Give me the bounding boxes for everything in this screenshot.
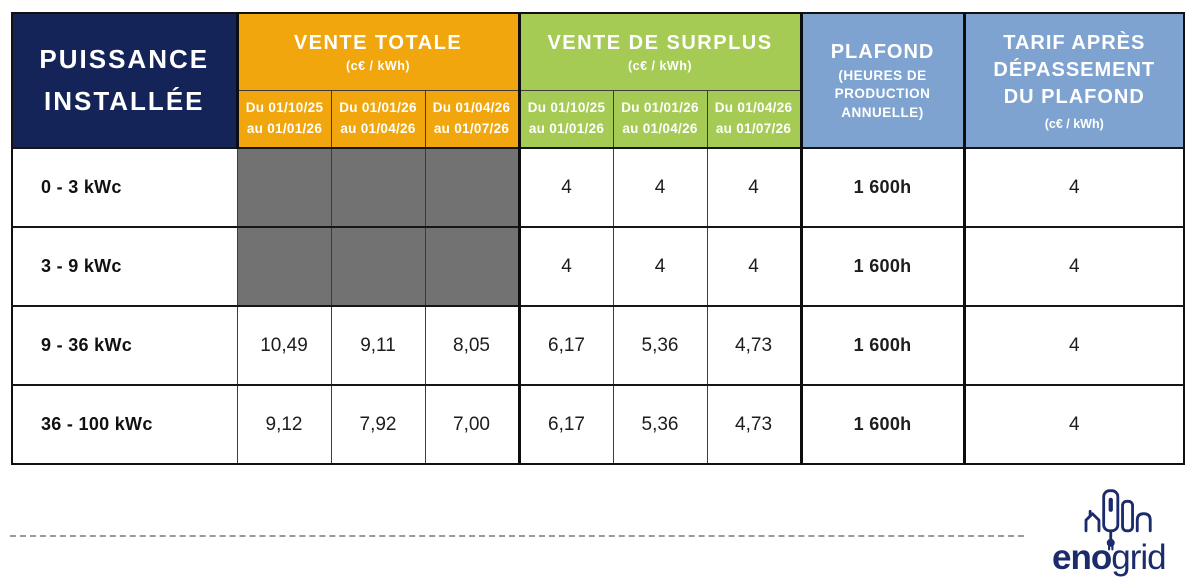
surplus-value: 4,73 bbox=[706, 384, 802, 465]
table-row: 36 - 100 kWc 9,12 7,92 7,00 6,17 5,36 4,… bbox=[11, 384, 1185, 465]
plafond-subtitle: (HEURES DE PRODUCTION ANNUELLE) bbox=[834, 68, 931, 120]
blocked-cell bbox=[236, 226, 332, 307]
period-line2: au 01/01/26 bbox=[246, 120, 323, 136]
surplus-value: 4 bbox=[612, 147, 708, 228]
row-label: 3 - 9 kWc bbox=[11, 226, 238, 307]
period-line2: au 01/07/26 bbox=[433, 120, 510, 136]
tariff-table-grid: PUISSANCE INSTALLÉE VENTE TOTALE (c€ / k… bbox=[11, 12, 1186, 465]
surplus-value: 4 bbox=[706, 147, 802, 228]
vente-totale-value: 9,12 bbox=[236, 384, 332, 465]
period-line2: au 01/04/26 bbox=[622, 120, 698, 136]
surplus-value: 4 bbox=[517, 147, 614, 228]
period-vt-2: Du 01/01/26 au 01/04/26 bbox=[330, 89, 426, 149]
blocked-cell bbox=[424, 147, 520, 228]
vente-totale-value: 10,49 bbox=[236, 305, 332, 386]
period-line1: Du 01/04/26 bbox=[714, 99, 793, 115]
logo-text-bold: eno bbox=[1052, 538, 1112, 577]
period-vs-3: Du 01/04/26 au 01/07/26 bbox=[706, 89, 802, 149]
vente-totale-value: 7,00 bbox=[424, 384, 520, 465]
tarif-value: 4 bbox=[962, 226, 1185, 307]
period-vt-1: Du 01/10/25 au 01/01/26 bbox=[235, 89, 332, 149]
period-vt-3: Du 01/04/26 au 01/07/26 bbox=[424, 89, 520, 149]
header-puissance-installee: PUISSANCE INSTALLÉE bbox=[11, 12, 238, 149]
enogrid-logo: enogrid bbox=[1052, 486, 1192, 581]
tarif-value: 4 bbox=[962, 384, 1185, 465]
period-vs-1: Du 01/10/25 au 01/01/26 bbox=[517, 89, 614, 149]
tarif-unit: (c€ / kWh) bbox=[1044, 117, 1104, 131]
surplus-value: 4,73 bbox=[706, 305, 802, 386]
header-tarif-depassement: TARIF APRÈS DÉPASSEMENT DU PLAFOND (c€ /… bbox=[962, 12, 1185, 149]
row-label: 9 - 36 kWc bbox=[11, 305, 238, 386]
period-line1: Du 01/10/25 bbox=[245, 99, 324, 115]
header-vente-surplus: VENTE DE SURPLUS (c€ / kWh) bbox=[517, 12, 802, 91]
puissance-line1: PUISSANCE bbox=[39, 43, 210, 74]
blocked-cell bbox=[330, 147, 426, 228]
logo-wordmark: enogrid bbox=[1052, 538, 1167, 578]
table-row: 3 - 9 kWc 4 4 4 1 600h 4 bbox=[11, 226, 1185, 307]
city-plug-icon bbox=[1084, 489, 1152, 551]
period-line2: au 01/04/26 bbox=[340, 120, 416, 136]
row-label: 0 - 3 kWc bbox=[11, 147, 238, 228]
surplus-value: 4 bbox=[612, 226, 708, 307]
period-vs-2: Du 01/01/26 au 01/04/26 bbox=[612, 89, 708, 149]
surplus-value: 6,17 bbox=[517, 384, 614, 465]
period-line1: Du 01/10/25 bbox=[527, 99, 606, 115]
header-vente-totale: VENTE TOTALE (c€ / kWh) bbox=[235, 12, 520, 91]
tarif-value: 4 bbox=[962, 305, 1185, 386]
tariff-table: PUISSANCE INSTALLÉE VENTE TOTALE (c€ / k… bbox=[11, 12, 1186, 465]
vente-totale-unit: (c€ / kWh) bbox=[345, 58, 411, 73]
table-row: 0 - 3 kWc 4 4 4 1 600h 4 bbox=[11, 147, 1185, 228]
vente-totale-value: 9,11 bbox=[330, 305, 426, 386]
plafond-value: 1 600h bbox=[799, 226, 965, 307]
period-line2: au 01/01/26 bbox=[528, 120, 605, 136]
vente-totale-title: VENTE TOTALE bbox=[293, 31, 463, 54]
blocked-cell bbox=[424, 226, 520, 307]
tarif-title: TARIF APRÈS DÉPASSEMENT DU PLAFOND bbox=[993, 32, 1156, 108]
surplus-value: 5,36 bbox=[612, 305, 708, 386]
plafond-value: 1 600h bbox=[799, 384, 965, 465]
surplus-value: 6,17 bbox=[517, 305, 614, 386]
table-row: 9 - 36 kWc 10,49 9,11 8,05 6,17 5,36 4,7… bbox=[11, 305, 1185, 386]
plafond-value: 1 600h bbox=[799, 305, 965, 386]
surplus-value: 4 bbox=[517, 226, 614, 307]
row-label: 36 - 100 kWc bbox=[11, 384, 238, 465]
surplus-value: 5,36 bbox=[612, 384, 708, 465]
vente-surplus-unit: (c€ / kWh) bbox=[628, 58, 693, 73]
vente-totale-value: 8,05 bbox=[424, 305, 520, 386]
plafond-value: 1 600h bbox=[799, 147, 965, 228]
tarif-value: 4 bbox=[962, 147, 1185, 228]
period-line1: Du 01/04/26 bbox=[432, 99, 511, 115]
vente-totale-value: 7,92 bbox=[330, 384, 426, 465]
surplus-value: 4 bbox=[706, 226, 802, 307]
period-line1: Du 01/01/26 bbox=[621, 99, 699, 115]
dashed-divider bbox=[10, 535, 1024, 537]
period-line1: Du 01/01/26 bbox=[339, 99, 417, 115]
puissance-line2: INSTALLÉE bbox=[43, 85, 205, 116]
vente-surplus-title: VENTE DE SURPLUS bbox=[547, 31, 773, 54]
logo-text-light: grid bbox=[1111, 538, 1166, 577]
blocked-cell bbox=[330, 226, 426, 307]
plafond-title: PLAFOND bbox=[830, 41, 935, 64]
period-line2: au 01/07/26 bbox=[715, 120, 792, 136]
blocked-cell bbox=[236, 147, 332, 228]
header-plafond: PLAFOND (HEURES DE PRODUCTION ANNUELLE) bbox=[799, 12, 965, 149]
